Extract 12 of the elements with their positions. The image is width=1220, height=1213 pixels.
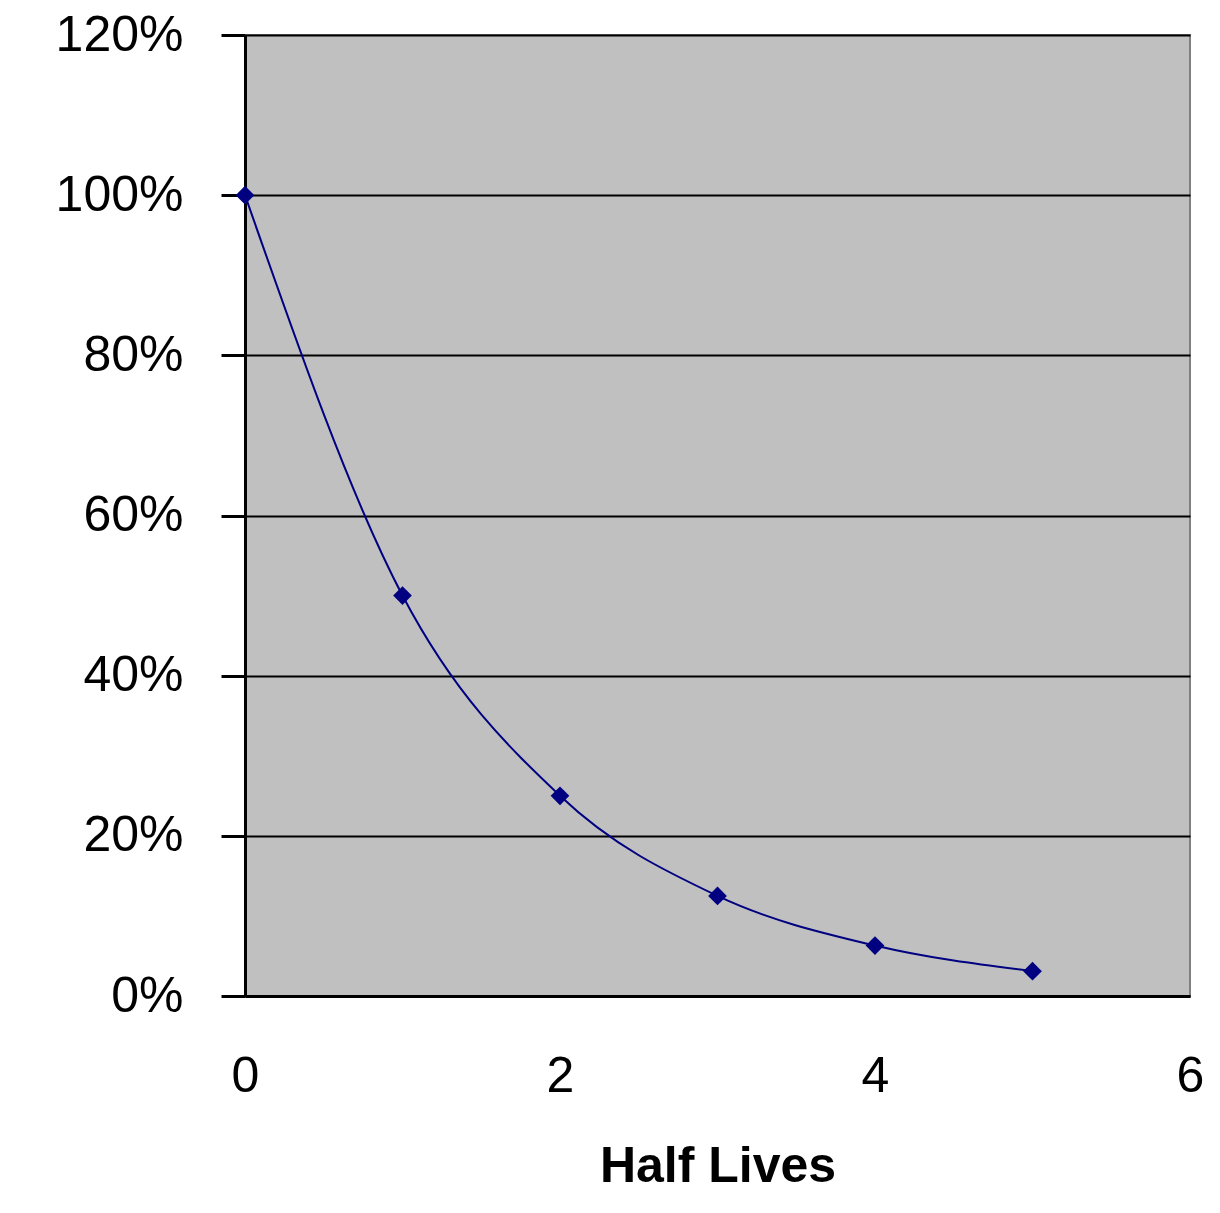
y-tick-label: 120% — [55, 5, 184, 62]
x-axis-title: Half Lives — [599, 1136, 837, 1193]
y-tick-label: 40% — [83, 646, 184, 703]
y-tick-label: 20% — [83, 806, 184, 863]
y-tick-label: 0% — [111, 966, 184, 1023]
y-tick-label: 80% — [83, 325, 184, 382]
y-tick-label: 100% — [55, 165, 184, 222]
x-tick-label: 0 — [231, 1046, 260, 1103]
x-tick-label: 4 — [861, 1046, 890, 1103]
x-tick-label: 2 — [546, 1046, 575, 1103]
y-tick-label: 60% — [83, 486, 184, 542]
x-tick-label: 6 — [1176, 1046, 1205, 1103]
